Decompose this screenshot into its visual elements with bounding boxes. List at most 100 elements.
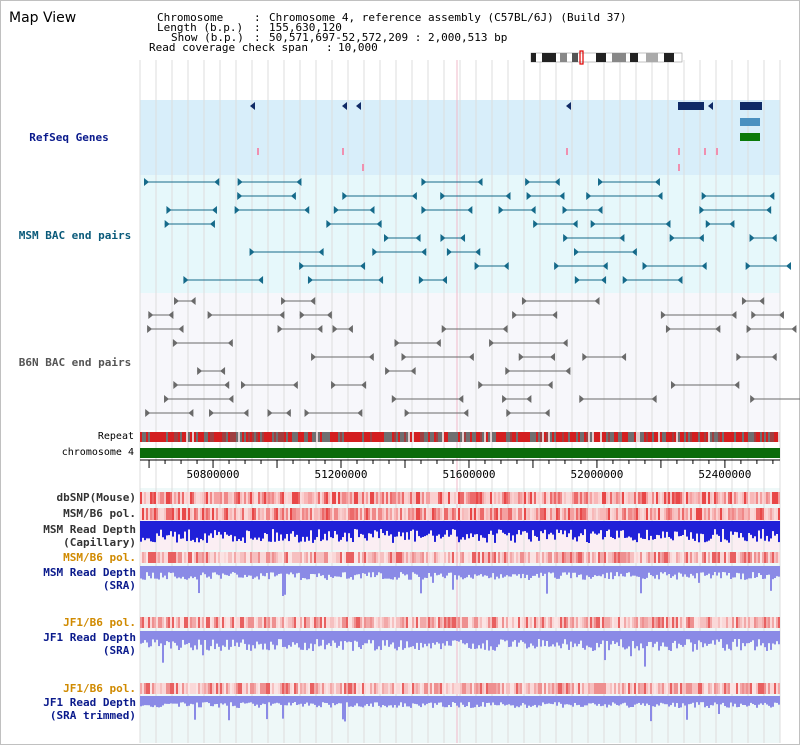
jf1-depth-sra-bar: [410, 631, 412, 647]
jf1-depth-sra-bar: [366, 631, 368, 644]
jf1-depth-sra-bar: [558, 631, 560, 646]
msm-depth-capillary-bar: [394, 521, 396, 537]
msm-b6-pol-segment: [642, 508, 644, 520]
jf1-b6-pol-segment: [362, 617, 364, 628]
track-label-chromosome[interactable]: chromosome 4: [61, 447, 134, 458]
repeat-segment: [696, 432, 698, 442]
msm-b6-pol-segment: [426, 508, 428, 520]
jf1-b6-pol-segment: [352, 617, 354, 628]
msm-b6-pol-segment-2: [168, 552, 170, 563]
msm-b6-pol-segment: [204, 508, 206, 520]
jf1-b6-pol-segment: [358, 617, 360, 628]
repeat-segment: [484, 432, 486, 442]
msm-bac-pair-end: [211, 206, 217, 214]
repeat-segment: [556, 432, 558, 442]
msm-depth-capillary-bar: [496, 521, 498, 534]
jf1-depth-trimmed-bar: [426, 696, 428, 704]
msm-depth-capillary-bar: [240, 521, 242, 541]
refseq-small-feature: [566, 148, 568, 155]
repeat-segment: [482, 432, 484, 442]
jf1-depth-trimmed-bar: [466, 696, 468, 707]
msm-depth-sra-bar: [760, 566, 762, 576]
jf1-depth-sra-bar: [624, 631, 626, 650]
jf1-depth-sra-bar: [196, 631, 198, 650]
jf1-b6-pol-segment-2: [376, 683, 378, 694]
msm-depth-capillary-bar: [280, 521, 282, 535]
msm-depth-capillary-bar: [562, 521, 564, 535]
msm-b6-pol-segment-2: [690, 552, 692, 563]
jf1-b6-pol-segment-2: [474, 683, 476, 694]
repeat-segment: [418, 432, 420, 442]
msm-b6-pol-segment-2: [270, 552, 272, 563]
jf1-b6-pol-segment: [208, 617, 210, 628]
msm-b6-pol-segment-2: [316, 552, 318, 563]
repeat-segment: [528, 432, 530, 442]
msm-depth-capillary-bar: [570, 521, 572, 530]
jf1-depth-sra-bar: [636, 631, 638, 647]
jf1-depth-sra-bar: [756, 631, 758, 647]
msm-b6-pol-segment-2: [328, 552, 330, 563]
jf1-depth-sra-bar: [364, 631, 366, 644]
repeat-segment: [554, 432, 556, 442]
jf1-b6-pol-segment: [320, 617, 322, 628]
msm-b6-pol-segment: [142, 508, 144, 520]
track-label-jf1-b6-pol[interactable]: JF1/B6 pol.: [63, 616, 136, 629]
msm-depth-capillary-bar: [174, 521, 176, 532]
msm-bac-pair-end: [701, 192, 707, 200]
msm-b6-pol-segment-2: [362, 552, 364, 563]
jf1-depth-sra-bar: [218, 631, 220, 647]
msm-depth-capillary-bar: [466, 521, 468, 535]
jf1-depth-sra-bar: [554, 631, 556, 647]
msm-b6-pol-segment-2: [660, 552, 662, 563]
msm-b6-pol-segment-2: [428, 552, 430, 563]
track-label-msm-depth-capillary[interactable]: MSM Read Depth: [43, 523, 136, 536]
msm-b6-pol-segment-2: [404, 552, 406, 563]
track-label-msm-depth-sra[interactable]: MSM Read Depth: [43, 566, 136, 579]
jf1-depth-sra-bar: [416, 631, 418, 643]
dbsnp-segment: [720, 492, 722, 504]
track-label-msm-b6-pol[interactable]: MSM/B6 pol.: [63, 507, 136, 520]
jf1-b6-pol-segment-2: [518, 683, 520, 694]
track-label-msm-bac[interactable]: MSM BAC end pairs: [18, 229, 132, 242]
track-label-jf1-b6-pol-2[interactable]: JF1/B6 pol.: [63, 682, 136, 695]
jf1-b6-pol-segment: [658, 617, 660, 628]
msm-depth-capillary-bar: [356, 521, 358, 530]
jf1-b6-pol-segment: [760, 617, 762, 628]
track-label-b6n-bac[interactable]: B6N BAC end pairs: [18, 356, 132, 369]
track-label-jf1-depth-trimmed[interactable]: JF1 Read Depth: [43, 696, 136, 709]
track-label-repeat[interactable]: Repeat: [97, 431, 134, 442]
jf1-depth-sra-bar: [598, 631, 600, 648]
dbsnp-segment: [308, 492, 310, 504]
msm-depth-sra-bar: [546, 566, 548, 594]
jf1-depth-sra-bar: [210, 631, 212, 647]
msm-b6-pol-segment-2: [260, 552, 262, 563]
track-label-refseq[interactable]: RefSeq Genes: [29, 131, 109, 144]
msm-b6-pol-segment: [616, 508, 618, 520]
dbsnp-segment: [706, 492, 708, 504]
repeat-segment: [702, 432, 704, 442]
track-label-jf1-depth-sra-sub: (SRA): [102, 644, 136, 657]
jf1-b6-pol-segment: [680, 617, 682, 628]
jf1-depth-trimmed-bar: [182, 696, 184, 703]
jf1-depth-trimmed-bar: [718, 696, 720, 714]
dbsnp-segment: [430, 492, 432, 504]
jf1-depth-sra-bar: [586, 631, 588, 646]
jf1-depth-trimmed-bar: [308, 696, 310, 706]
repeat-segment: [212, 432, 214, 442]
msm-depth-sra-bar: [670, 566, 672, 578]
msm-depth-capillary-bar: [776, 521, 778, 534]
msm-depth-sra-bar: [206, 566, 208, 578]
jf1-b6-pol-segment-2: [228, 683, 230, 694]
jf1-depth-sra-bar: [702, 631, 704, 648]
msm-b6-pol-segment-2: [228, 552, 230, 563]
dbsnp-segment: [576, 492, 578, 504]
jf1-depth-sra-bar: [426, 631, 428, 647]
msm-b6-pol-segment: [606, 508, 608, 520]
msm-b6-pol-segment: [658, 508, 660, 520]
track-label-jf1-depth-sra[interactable]: JF1 Read Depth: [43, 631, 136, 644]
msm-b6-pol-segment: [674, 508, 676, 520]
msm-depth-capillary-bar: [726, 521, 728, 541]
track-label-dbsnp[interactable]: dbSNP(Mouse): [56, 491, 136, 504]
track-label-msm-b6-pol-2[interactable]: MSM/B6 pol.: [63, 551, 136, 564]
